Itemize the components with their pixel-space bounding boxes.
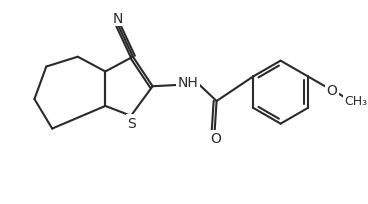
Text: O: O <box>326 84 337 98</box>
Text: S: S <box>128 116 136 130</box>
Text: N: N <box>113 12 123 26</box>
Text: CH₃: CH₃ <box>344 94 368 107</box>
Text: O: O <box>210 132 221 146</box>
Text: NH: NH <box>178 76 198 90</box>
